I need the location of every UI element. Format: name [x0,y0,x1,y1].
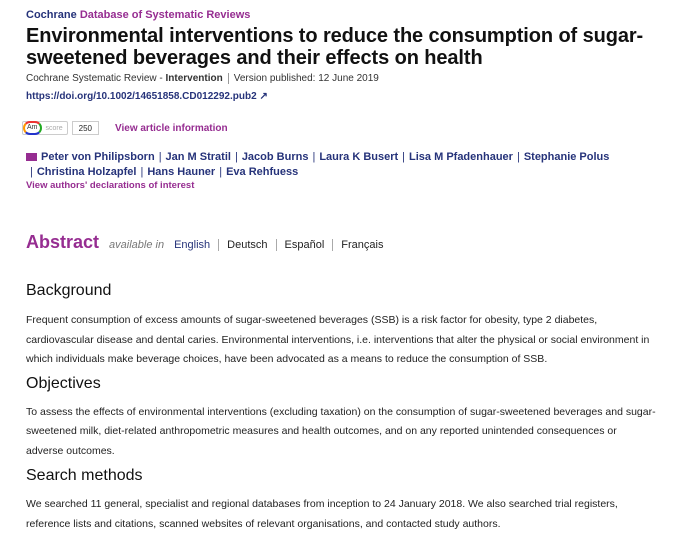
section-text-search-methods: We searched 11 general, specialist and r… [26,498,618,530]
author-link[interactable]: Laura K Busert [319,151,399,163]
author-link[interactable]: Eva Rehfuess [226,166,299,178]
declarations-link[interactable]: View authors' declarations of interest [26,180,195,191]
section-text-background: Frequent consumption of excess amounts o… [26,314,650,365]
altmetric-row: Am score 250 View article information [22,120,656,136]
section-heading-search-methods: Search methods [26,467,143,484]
language-francais[interactable]: Français [332,239,391,251]
section-text-objectives: To assess the effects of environmental i… [26,405,656,457]
author-link[interactable]: Lisa M Pfadenhauer [409,151,513,163]
author-link[interactable]: Jacob Burns [241,151,309,163]
author-link[interactable]: Stephanie Polus [523,151,610,163]
abstract-title: Abstract [26,232,100,252]
author-list: Peter von Philipsborn | Jan M Stratil | Jaco… [26,150,656,180]
altmetric-logo: Am [23,121,42,135]
language-espanol[interactable]: Español [275,239,333,251]
language-deutsch[interactable]: Deutsch [218,239,275,251]
article-header: Cochrane Database of Systematic Reviews … [22,8,656,534]
altmetric-score: 250 [71,121,99,135]
external-link-icon: ↗ [259,91,268,102]
author-link[interactable]: Jan M Stratil [165,151,231,163]
view-article-information-link[interactable]: View article information [114,122,228,134]
doi-link[interactable]: https://doi.org/10.1002/14651858.CD01229… [26,91,268,102]
version-published: Version published: 12 June 2019 [233,73,379,84]
envelope-icon[interactable] [26,153,37,162]
review-meta: Cochrane Systematic Review - Interventio… [26,72,379,84]
journal-name[interactable]: Cochrane Database of Systematic Reviews [26,9,251,21]
altmetric-badge[interactable]: Am score [22,121,68,135]
language-english[interactable]: English [174,239,211,251]
article-title: Environmental interventions to reduce th… [26,25,644,69]
abstract-header: Abstract available in English Deutsch Es… [26,232,656,253]
section-heading-objectives: Objectives [26,374,101,392]
author-link[interactable]: Hans Hauner [147,166,216,178]
section-heading-background: Background [26,282,112,299]
author-link[interactable]: Peter von Philipsborn [41,151,155,163]
author-link[interactable]: Christina Holzapfel [36,166,137,178]
